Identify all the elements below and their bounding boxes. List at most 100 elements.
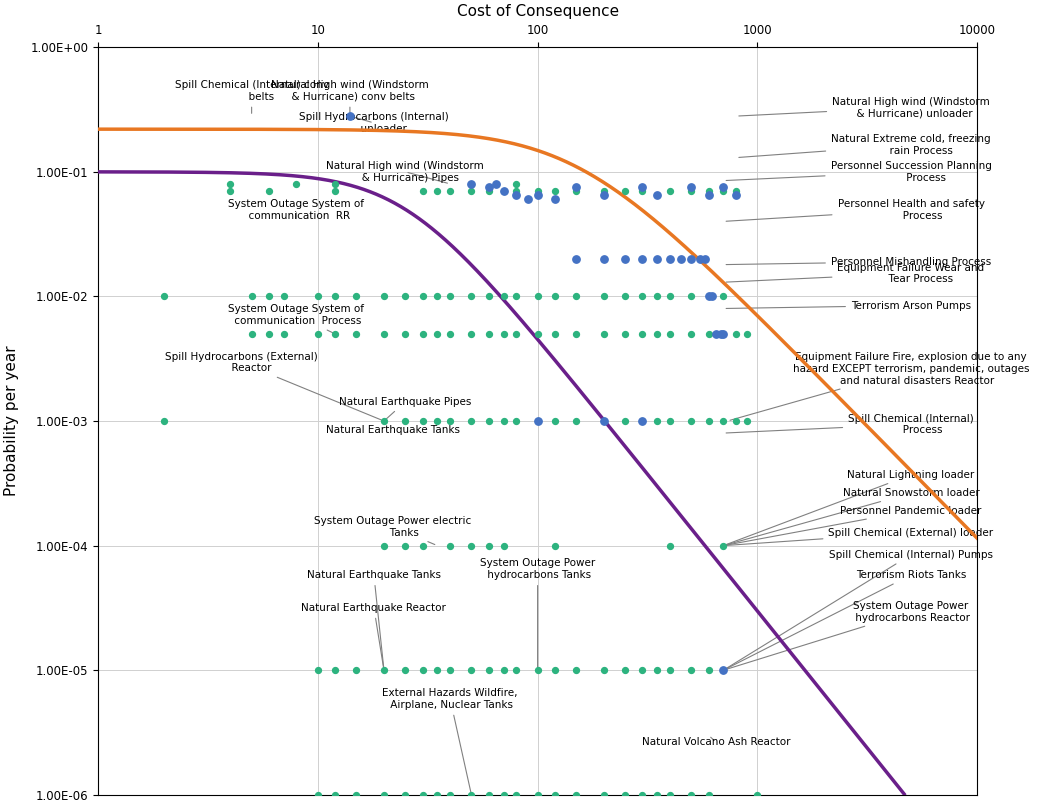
Point [327, 185, 344, 198]
Point [662, 664, 678, 677]
Point [700, 290, 717, 303]
Point [673, 253, 690, 266]
Point [649, 253, 666, 266]
Point [463, 664, 480, 677]
Point [595, 415, 612, 428]
Point [496, 788, 512, 801]
Point [310, 664, 326, 677]
Text: Natural High wind (Windstorm
   & Hurricane) Pipes: Natural High wind (Windstorm & Hurricane… [326, 161, 484, 183]
Point [480, 415, 497, 428]
Point [496, 539, 512, 552]
Text: Spill Chemical (Internal)
       Process: Spill Chemical (Internal) Process [726, 413, 974, 435]
Point [429, 664, 446, 677]
Point [415, 185, 431, 198]
Point [634, 290, 650, 303]
Point [463, 788, 480, 801]
Point [708, 328, 724, 341]
Point [496, 185, 512, 198]
Point [683, 328, 699, 341]
Point [700, 788, 717, 801]
Point [662, 185, 678, 198]
Point [617, 415, 634, 428]
Point [222, 185, 239, 198]
Point [727, 415, 744, 428]
Point [496, 185, 512, 198]
Point [529, 415, 545, 428]
Point [463, 415, 480, 428]
Point [683, 185, 699, 198]
Point [463, 328, 480, 341]
Point [700, 328, 717, 341]
Point [463, 185, 480, 198]
Text: Equipment Failure Wear and
      Tear Process: Equipment Failure Wear and Tear Process [726, 262, 985, 284]
Point [415, 415, 431, 428]
Point [700, 185, 717, 198]
Point [327, 664, 344, 677]
Point [634, 664, 650, 677]
Point [727, 328, 744, 341]
Point [529, 664, 545, 677]
Point [442, 539, 458, 552]
Point [397, 539, 414, 552]
Point [288, 178, 304, 190]
Point [634, 415, 650, 428]
Point [617, 328, 634, 341]
Point [634, 253, 650, 266]
Text: Natural Snowstorm loader: Natural Snowstorm loader [726, 488, 980, 545]
Point [348, 788, 365, 801]
Point [703, 290, 720, 303]
Point [595, 290, 612, 303]
Point [156, 290, 172, 303]
Point [683, 788, 699, 801]
Point [662, 788, 678, 801]
Point [697, 253, 714, 266]
Point [547, 193, 563, 206]
Point [568, 290, 585, 303]
Text: System Outage System of
 communication  Process: System Outage System of communication Pr… [229, 304, 365, 332]
Text: Natural High wind (Windstorm
  & Hurricane) conv belts: Natural High wind (Windstorm & Hurricane… [271, 80, 429, 113]
Point [480, 788, 497, 801]
Point [508, 290, 525, 303]
Point [634, 181, 650, 194]
Point [649, 290, 666, 303]
Point [727, 189, 744, 202]
Point [547, 788, 563, 801]
Point [488, 178, 505, 190]
Point [442, 290, 458, 303]
Point [634, 328, 650, 341]
Text: Natural Earthquake Tanks: Natural Earthquake Tanks [326, 421, 460, 435]
Point [649, 788, 666, 801]
Point [480, 664, 497, 677]
Text: Spill Chemical (Internal) conv
      belts: Spill Chemical (Internal) conv belts [175, 80, 328, 113]
Point [342, 110, 358, 123]
Point [547, 328, 563, 341]
Point [547, 664, 563, 677]
Point [327, 328, 344, 341]
Point [649, 328, 666, 341]
Point [348, 290, 365, 303]
Point [715, 328, 731, 341]
Point [529, 185, 545, 198]
Point [275, 290, 292, 303]
Point [715, 185, 731, 198]
Text: Spill Hydrocarbons (Internal)
      unloader: Spill Hydrocarbons (Internal) unloader [299, 112, 449, 134]
Point [595, 185, 612, 198]
Point [649, 415, 666, 428]
Point [617, 253, 634, 266]
Point [715, 664, 731, 677]
Point [683, 664, 699, 677]
Point [480, 328, 497, 341]
Point [634, 185, 650, 198]
Text: Personnel Health and safety
       Process: Personnel Health and safety Process [726, 199, 985, 221]
Point [595, 253, 612, 266]
Text: Personnel Mishandling Process: Personnel Mishandling Process [726, 257, 991, 266]
Point [327, 788, 344, 801]
Point [595, 189, 612, 202]
Point [496, 290, 512, 303]
Text: Natural Lightning loader: Natural Lightning loader [726, 470, 975, 545]
Point [442, 415, 458, 428]
Point [595, 664, 612, 677]
Point [415, 328, 431, 341]
Point [547, 185, 563, 198]
Point [397, 788, 414, 801]
